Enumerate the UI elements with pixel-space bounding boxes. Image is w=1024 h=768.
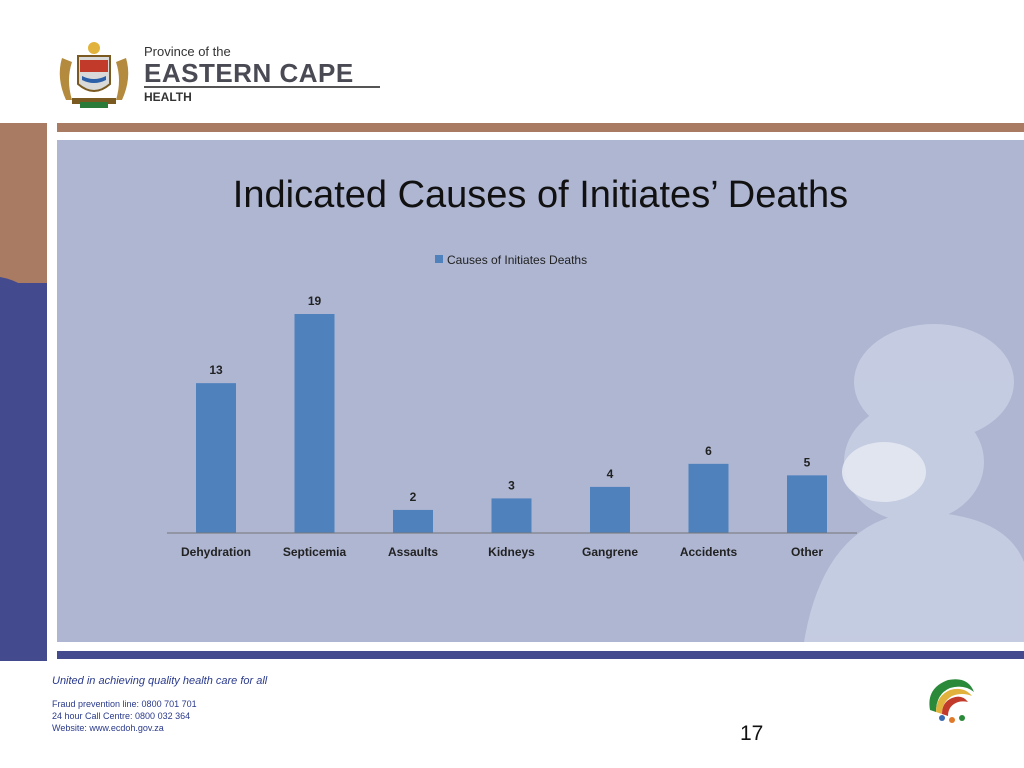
bar-kidneys <box>491 498 532 533</box>
bar-dehydration <box>196 383 236 533</box>
org-line-health: HEALTH <box>144 90 192 104</box>
surgeon-background-icon <box>804 324 1024 642</box>
data-label-accidents: 6 <box>705 444 712 458</box>
category-label-assaults: Assaults <box>388 545 438 559</box>
bar-chart: Causes of Initiates Deaths 13 Dehydration… <box>167 253 857 559</box>
content-panel: Indicated Causes of Initiates’ Deaths Ca… <box>57 140 1024 642</box>
left-brown-band <box>0 123 47 283</box>
footer-motto: United in achieving quality health care … <box>52 675 268 687</box>
coat-of-arms-icon <box>59 42 129 108</box>
legend-label: Causes of Initiates Deaths <box>447 253 587 267</box>
data-label-dehydration: 13 <box>209 363 223 377</box>
bar-gangrene <box>590 486 630 533</box>
left-band-curve <box>0 277 47 315</box>
call-centre-line: 24 hour Call Centre: 0800 032 364 <box>52 711 191 721</box>
bottom-blue-band <box>57 651 1024 659</box>
data-label-kidneys: 3 <box>508 478 515 492</box>
eastern-cape-health-logo: Province of the EASTERN CAPE HEALTH <box>52 38 380 110</box>
category-label-accidents: Accidents <box>680 545 738 559</box>
bars-group: 13 Dehydration 19 Septicemia 2 Assaults 3 Kidne… <box>181 294 827 559</box>
legend-swatch <box>435 255 443 263</box>
data-label-other: 5 <box>804 455 811 469</box>
left-blue-band <box>0 283 47 661</box>
category-label-gangrene: Gangrene <box>582 545 638 559</box>
website-line: Website: www.ecdoh.gov.za <box>52 723 164 733</box>
category-label-dehydration: Dehydration <box>181 545 251 559</box>
data-label-septicemia: 19 <box>308 294 322 308</box>
data-label-gangrene: 4 <box>607 467 614 481</box>
data-label-assaults: 2 <box>410 490 417 504</box>
bar-accidents <box>688 463 729 533</box>
top-brown-band <box>57 123 1024 132</box>
bar-assaults <box>393 509 433 533</box>
anniversary-logo-icon <box>929 679 974 723</box>
bar-other <box>787 475 827 533</box>
page-number: 17 <box>740 722 764 745</box>
org-line-eastern-cape: EASTERN CAPE <box>144 58 354 88</box>
slide-title: Indicated Causes of Initiates’ Deaths <box>232 174 849 216</box>
logo-divider <box>144 86 380 88</box>
category-label-septicemia: Septicemia <box>283 545 347 559</box>
fraud-prevention-line: Fraud prevention line: 0800 701 701 <box>52 699 197 709</box>
category-label-other: Other <box>791 545 823 559</box>
bar-septicemia <box>294 314 335 533</box>
category-label-kidneys: Kidneys <box>488 545 535 559</box>
org-line-province: Province of the <box>144 44 231 59</box>
